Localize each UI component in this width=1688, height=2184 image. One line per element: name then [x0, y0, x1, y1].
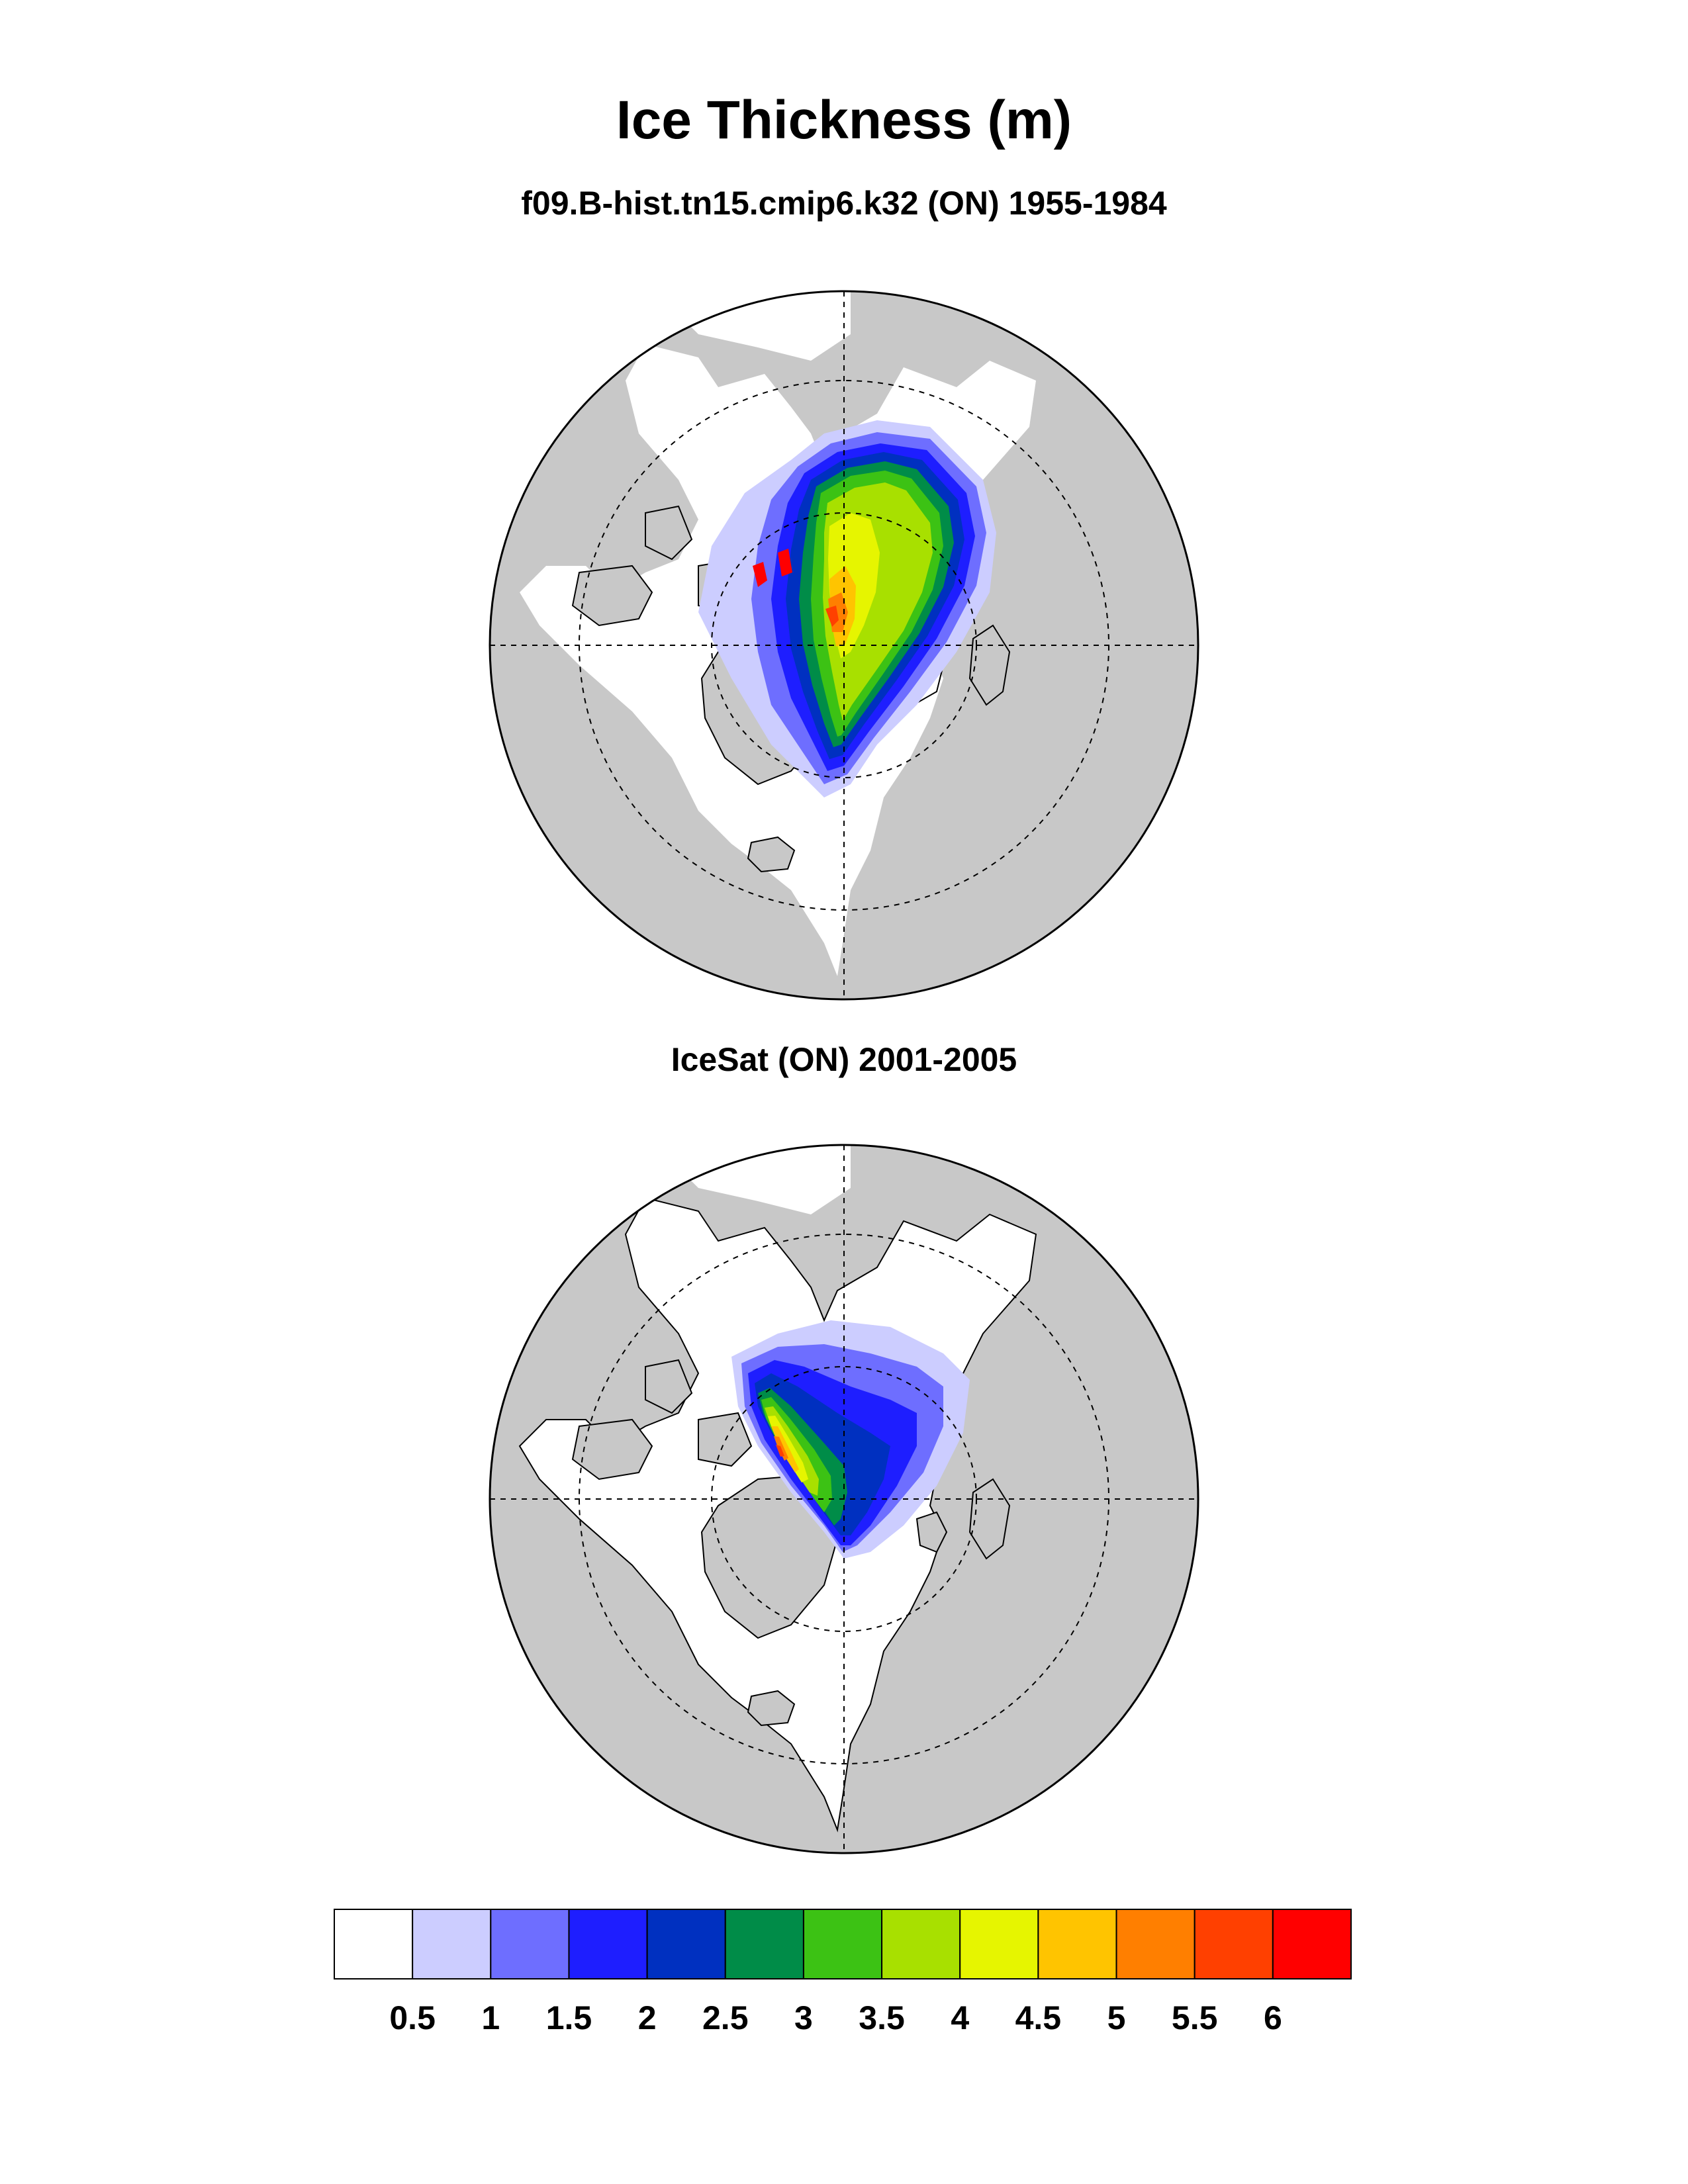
map-border [489, 1144, 1199, 1854]
colorbar-tick-label: 3 [794, 1999, 813, 2036]
ice-thickness-field [698, 420, 996, 797]
icesat-polar-map [489, 1144, 1199, 1854]
colorbar-swatch [412, 1909, 492, 1979]
land-victoria [645, 505, 693, 561]
model-polar-map [489, 290, 1199, 1001]
colorbar-swatch [802, 1909, 883, 1979]
colorbar-tick-label: 5 [1107, 1999, 1126, 2036]
colorbar-swatch [1037, 1909, 1117, 1979]
colorbar-tick-label: 4.5 [1015, 1999, 1062, 2036]
panel-2-subtitle: IceSat (ON) 2001-2005 [671, 1041, 1017, 1078]
colorbar [334, 1909, 1352, 1979]
colorbar-swatch [334, 1909, 414, 1979]
colorbar-swatch [568, 1909, 648, 1979]
colorbar-tick-label: 1.5 [545, 1999, 592, 2036]
colorbar-swatch [1115, 1909, 1196, 1979]
colorbar-swatch [646, 1909, 726, 1979]
panel-1-subtitle: f09.B-hist.tn15.cmip6.k32 (ON) 1955-1984 [521, 185, 1167, 222]
map-border [489, 290, 1199, 1001]
ice-thickness-field [731, 1320, 970, 1559]
colorbar-swatch [724, 1909, 804, 1979]
colorbar-tick-label: 6 [1263, 1999, 1282, 2036]
figure-title: Ice Thickness (m) [616, 90, 1072, 150]
colorbar-tick-label: 5.5 [1171, 1999, 1218, 2036]
graticule [490, 291, 1198, 999]
land-ellesmere [698, 1412, 753, 1467]
colorbar-swatch [1194, 1909, 1274, 1979]
colorbar-swatch [959, 1909, 1039, 1979]
colorbar-swatch [1272, 1909, 1352, 1979]
colorbar-tick-label: 1 [481, 1999, 500, 2036]
land-iceland [747, 1690, 796, 1727]
land-iceland [747, 836, 796, 873]
colorbar-tick-label: 2 [637, 1999, 657, 2036]
colorbar-tick-label: 0.5 [389, 1999, 436, 2036]
land-victoria [645, 1359, 693, 1414]
land-svalbard [915, 1511, 948, 1553]
colorbar-tick-label: 2.5 [702, 1999, 749, 2036]
land-baffin [571, 565, 653, 627]
land-baffin [571, 1418, 653, 1480]
colorbar-swatch [881, 1909, 961, 1979]
colorbar-tick-label: 3.5 [859, 1999, 905, 2036]
colorbar-swatch [490, 1909, 570, 1979]
graticule [490, 1145, 1198, 1853]
colorbar-tick-label: 4 [951, 1999, 970, 2036]
